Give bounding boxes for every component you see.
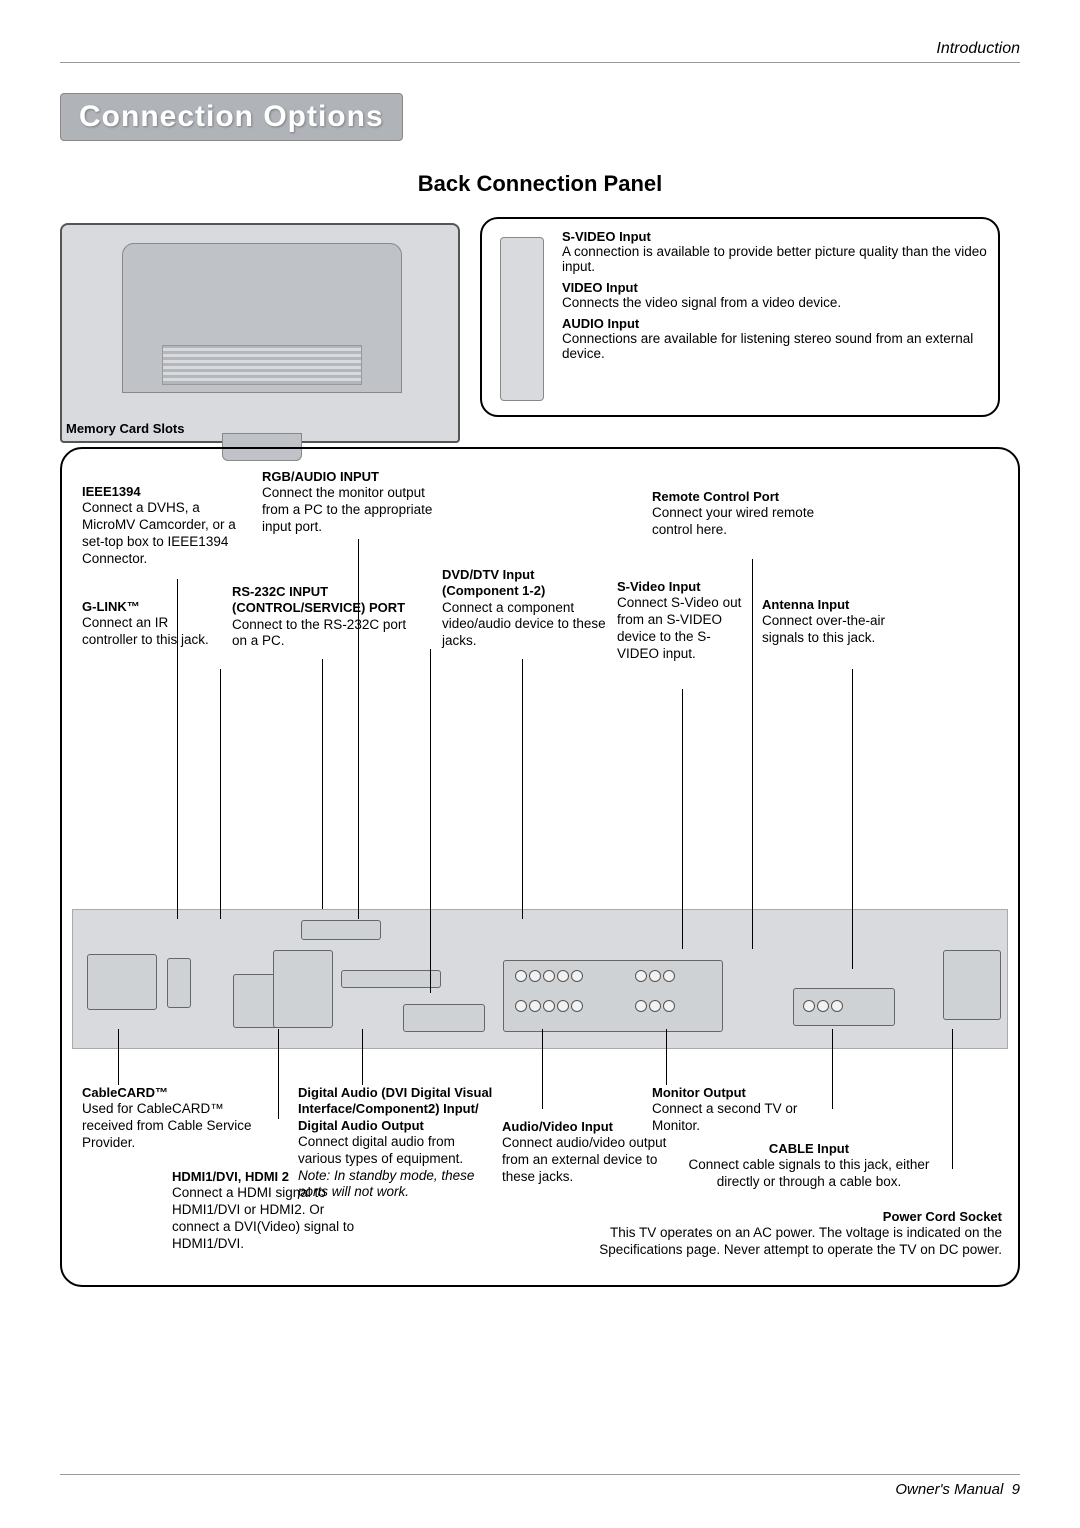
memory-card-label: Memory Card Slots <box>66 421 184 436</box>
rgb-title: RGB/AUDIO INPUT <box>262 469 442 485</box>
antenna-block: Antenna Input Connect over-the-air signa… <box>762 597 922 647</box>
front-panel-callout: S-VIDEO Input A connection is available … <box>480 217 1000 417</box>
ieee1394-block: IEEE1394 Connect a DVHS, a MicroMV Camco… <box>82 484 252 568</box>
back-panel-strip <box>72 909 1008 1049</box>
digaudio-block: Digital Audio (DVI Digital Visual Interf… <box>298 1085 498 1201</box>
cable-block: CABLE Input Connect cable signals to thi… <box>674 1141 944 1191</box>
remote-title: Remote Control Port <box>652 489 842 505</box>
avinput-title: Audio/Video Input <box>502 1119 672 1135</box>
antenna-title: Antenna Input <box>762 597 922 613</box>
footer: Owner's Manual 9 <box>60 1474 1020 1498</box>
remote-desc: Connect your wired remote control here. <box>652 505 814 537</box>
rs232-desc: Connect to the RS-232C port on a PC. <box>232 617 406 649</box>
footer-text: Owner's Manual <box>895 1481 1003 1498</box>
page-title: Connection Options <box>60 93 403 141</box>
cable-desc: Connect cable signals to this jack, eith… <box>689 1157 930 1189</box>
tv-illustration <box>60 223 460 443</box>
dvd-desc: Connect a component video/audio device t… <box>442 600 606 649</box>
avinput-block: Audio/Video Input Connect audio/video ou… <box>502 1119 672 1186</box>
s-video-title: S-VIDEO Input <box>562 229 988 244</box>
ieee1394-desc: Connect a DVHS, a MicroMV Camcorder, or … <box>82 500 236 566</box>
video-desc: Connects the video signal from a video d… <box>562 295 841 310</box>
svideo-desc: Connect S-Video out from an S-VIDEO devi… <box>617 595 741 661</box>
monitor-block: Monitor Output Connect a second TV or Mo… <box>652 1085 822 1135</box>
digaudio-desc: Connect digital audio from various types… <box>298 1134 463 1166</box>
dvd-block: DVD/DTV Input (Component 1-2) Connect a … <box>442 567 612 650</box>
subtitle: Back Connection Panel <box>60 171 1020 197</box>
cablecard-title: CableCARD™ <box>82 1085 272 1101</box>
diagram: Memory Card Slots S-VIDEO Input A connec… <box>60 217 1020 1317</box>
cablecard-desc: Used for CableCARD™ received from Cable … <box>82 1101 252 1150</box>
digaudio-note: Note: In standby mode, these ports will … <box>298 1168 474 1200</box>
power-desc: This TV operates on an AC power. The vol… <box>599 1225 1002 1257</box>
section-header: Introduction <box>60 40 1020 58</box>
ieee1394-title: IEEE1394 <box>82 484 252 500</box>
top-rule <box>60 62 1020 63</box>
footer-page: 9 <box>1012 1481 1020 1498</box>
svideo-title: S-Video Input <box>617 579 747 595</box>
dvd-title: DVD/DTV Input (Component 1-2) <box>442 567 612 600</box>
rgb-block: RGB/AUDIO INPUT Connect the monitor outp… <box>262 469 442 536</box>
rgb-desc: Connect the monitor output from a PC to … <box>262 485 432 534</box>
video-title: VIDEO Input <box>562 280 988 295</box>
glink-block: G-LINK™ Connect an IR controller to this… <box>82 599 222 649</box>
s-video-desc: A connection is available to provide bet… <box>562 244 987 274</box>
audio-title: AUDIO Input <box>562 316 988 331</box>
cablecard-block: CableCARD™ Used for CableCARD™ received … <box>82 1085 272 1152</box>
power-title: Power Cord Socket <box>562 1209 1002 1225</box>
remote-block: Remote Control Port Connect your wired r… <box>652 489 842 539</box>
rs232-title: RS-232C INPUT (CONTROL/SERVICE) PORT <box>232 584 422 617</box>
rs232-block: RS-232C INPUT (CONTROL/SERVICE) PORT Con… <box>232 584 422 650</box>
glink-desc: Connect an IR controller to this jack. <box>82 615 209 647</box>
power-block: Power Cord Socket This TV operates on an… <box>562 1209 1002 1259</box>
antenna-desc: Connect over-the-air signals to this jac… <box>762 613 885 645</box>
avinput-desc: Connect audio/video output from an exter… <box>502 1135 666 1184</box>
cable-title: CABLE Input <box>674 1141 944 1157</box>
monitor-title: Monitor Output <box>652 1085 822 1101</box>
front-ports-icon <box>500 237 544 401</box>
back-panel-box: IEEE1394 Connect a DVHS, a MicroMV Camco… <box>60 447 1020 1287</box>
glink-title: G-LINK™ <box>82 599 222 615</box>
monitor-desc: Connect a second TV or Monitor. <box>652 1101 797 1133</box>
audio-desc: Connections are available for listening … <box>562 331 973 361</box>
svideo-block: S-Video Input Connect S-Video out from a… <box>617 579 747 663</box>
digaudio-title: Digital Audio (DVI Digital Visual Interf… <box>298 1085 498 1134</box>
